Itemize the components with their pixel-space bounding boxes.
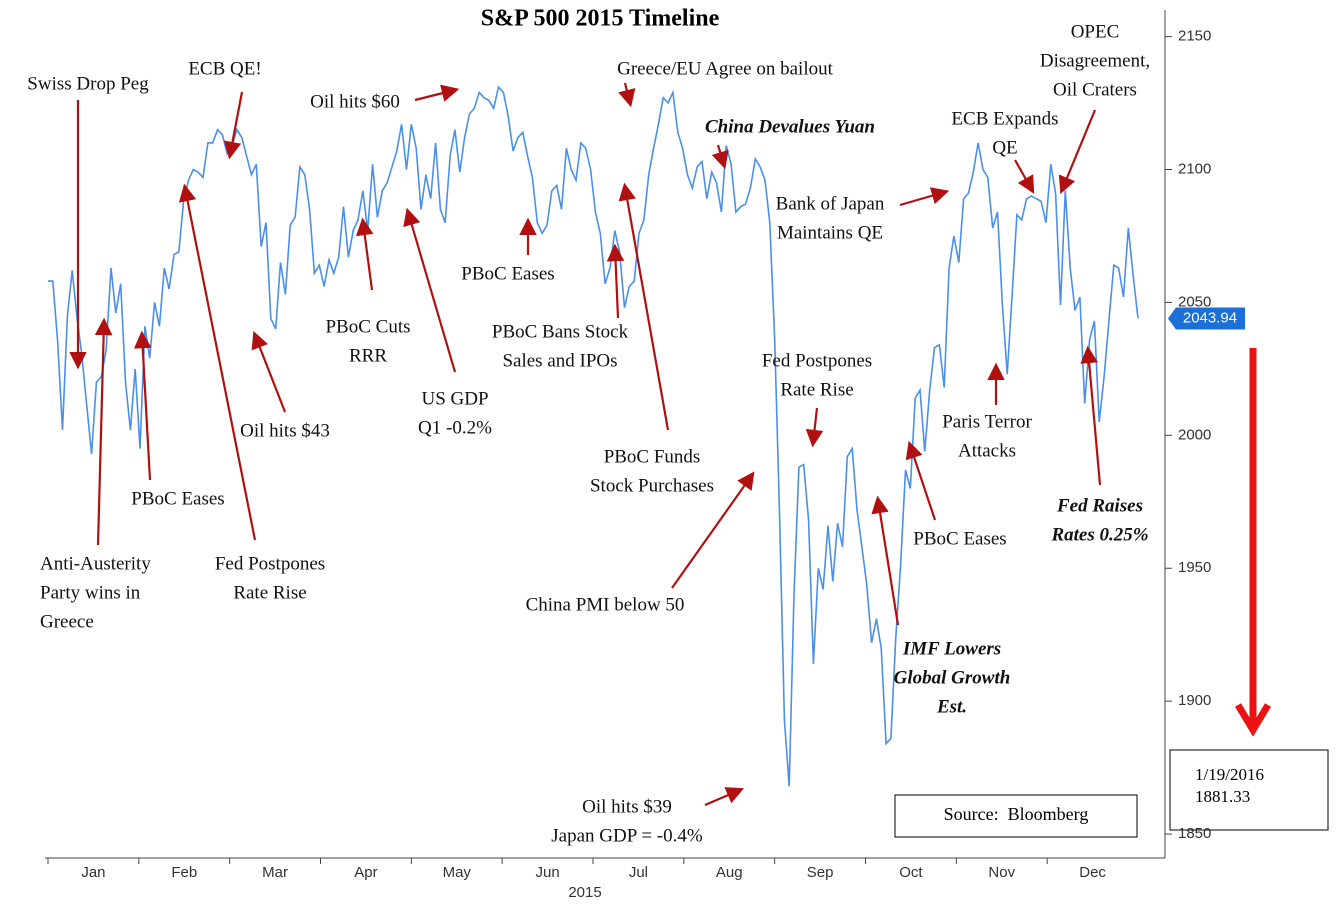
annotation: Rate Rise bbox=[233, 582, 306, 603]
annotation: Maintains QE bbox=[777, 222, 883, 243]
y-tick-label: 1900 bbox=[1178, 692, 1211, 709]
note-line: 1/19/2016 bbox=[1195, 765, 1264, 784]
annotation: Greece bbox=[40, 611, 94, 632]
annotation-arrow bbox=[94, 317, 113, 546]
annotation-arrow bbox=[1058, 109, 1097, 195]
annotation: RRR bbox=[349, 345, 387, 366]
annotation: OPEC bbox=[1071, 21, 1120, 42]
annotation-arrow bbox=[403, 207, 457, 373]
y-tick-label: 2150 bbox=[1178, 28, 1211, 45]
annotation: PBoC Eases bbox=[131, 488, 224, 509]
annotation: Paris Terror bbox=[942, 411, 1032, 432]
annotation: PBoC Bans Stock bbox=[492, 321, 629, 342]
annotation: Sales and IPOs bbox=[502, 350, 617, 371]
annotation-arrow bbox=[356, 217, 374, 291]
annotation: Est. bbox=[936, 696, 967, 717]
annotation: Fed Raises bbox=[1056, 495, 1143, 516]
annotation: PBoC Cuts bbox=[325, 316, 410, 337]
annotation: ECB QE! bbox=[188, 58, 261, 79]
annotation: Global Growth bbox=[894, 667, 1011, 688]
annotation: Fed Postpones bbox=[215, 553, 325, 574]
annotation-arrow bbox=[618, 82, 636, 108]
annotation-arrow bbox=[618, 182, 670, 431]
y-tick-label: 2000 bbox=[1178, 426, 1211, 443]
annotation: Bank of Japan bbox=[776, 193, 885, 214]
annotation: Oil Craters bbox=[1053, 79, 1137, 100]
annotation: China Devalues Yuan bbox=[705, 116, 875, 137]
annotation: Party wins in bbox=[40, 582, 141, 603]
annotation: China PMI below 50 bbox=[526, 594, 685, 615]
x-tick-label: Apr bbox=[354, 864, 377, 881]
annotation-arrow bbox=[606, 243, 625, 319]
annotation: Stock Purchases bbox=[590, 475, 714, 496]
annotation-arrow bbox=[711, 144, 729, 170]
annotation-arrow bbox=[1014, 159, 1035, 194]
annotation: QE bbox=[992, 137, 1017, 158]
annotation-arrow bbox=[223, 91, 244, 160]
y-tick-label: 1950 bbox=[1178, 559, 1211, 576]
annotation: Greece/EU Agree on bailout bbox=[617, 58, 833, 79]
annotation-arrow bbox=[178, 183, 257, 541]
annotation-arrow bbox=[671, 471, 755, 589]
annotation-arrow bbox=[805, 407, 824, 448]
x-tick-label: Jun bbox=[535, 864, 559, 881]
source-box bbox=[894, 794, 1138, 838]
x-axis-label: 2015 bbox=[568, 884, 601, 901]
x-tick-label: Feb bbox=[171, 864, 197, 881]
annotation: Q1 -0.2% bbox=[418, 417, 492, 438]
x-tick-label: May bbox=[443, 864, 472, 881]
note-box bbox=[1169, 749, 1329, 831]
annotation: Fed Postpones bbox=[762, 350, 872, 371]
x-tick-label: Dec bbox=[1079, 864, 1106, 881]
annotation-arrow bbox=[251, 330, 287, 413]
y-tick-label: 2100 bbox=[1178, 160, 1211, 177]
y-tick-label: 2050 bbox=[1178, 293, 1211, 310]
annotation: Rates 0.25% bbox=[1050, 524, 1148, 545]
annotation-arrow bbox=[905, 440, 937, 521]
annotation-arrow bbox=[133, 330, 152, 481]
annotation: Rate Rise bbox=[780, 379, 853, 400]
red-arrow-head bbox=[1234, 703, 1272, 737]
x-tick-label: Nov bbox=[988, 864, 1015, 881]
x-tick-label: Aug bbox=[716, 864, 743, 881]
annotation: ECB Expands bbox=[951, 108, 1058, 129]
x-tick-label: Oct bbox=[899, 864, 923, 881]
annotation: Oil hits $43 bbox=[240, 420, 330, 441]
annotation: Japan GDP = -0.4% bbox=[551, 825, 703, 846]
annotation-arrow bbox=[414, 84, 460, 102]
last-value-label: 2043.94 bbox=[1183, 309, 1237, 326]
annotation: Disagreement, bbox=[1040, 50, 1150, 71]
x-tick-label: Jul bbox=[629, 864, 648, 881]
annotation: PBoC Eases bbox=[461, 263, 554, 284]
annotation-arrow bbox=[1080, 345, 1102, 486]
annotation: Swiss Drop Peg bbox=[27, 73, 149, 94]
x-tick-label: Sep bbox=[807, 864, 834, 881]
annotation: Oil hits $39 bbox=[582, 796, 672, 817]
last-value-tag bbox=[1168, 307, 1245, 330]
annotation-arrow bbox=[871, 495, 900, 626]
annotation: PBoC Eases bbox=[913, 528, 1006, 549]
source: Source: Bloomberg bbox=[944, 804, 1089, 824]
x-tick-label: Mar bbox=[262, 864, 288, 881]
y-tick-label: 1850 bbox=[1178, 825, 1211, 842]
annotation: IMF Lowers bbox=[902, 638, 1001, 659]
x-tick-label: Jan bbox=[81, 864, 105, 881]
annotation: Oil hits $60 bbox=[310, 91, 400, 112]
annotation: Attacks bbox=[958, 440, 1016, 461]
annotation-arrow bbox=[899, 187, 950, 207]
annotation: US GDP bbox=[421, 388, 488, 409]
annotation: Anti-Austerity bbox=[40, 553, 151, 574]
annotation: PBoC Funds bbox=[604, 446, 701, 467]
chart-title: S&P 500 2015 Timeline bbox=[481, 6, 720, 32]
note-line: 1881.33 bbox=[1195, 787, 1250, 806]
annotation-arrow bbox=[704, 787, 745, 807]
